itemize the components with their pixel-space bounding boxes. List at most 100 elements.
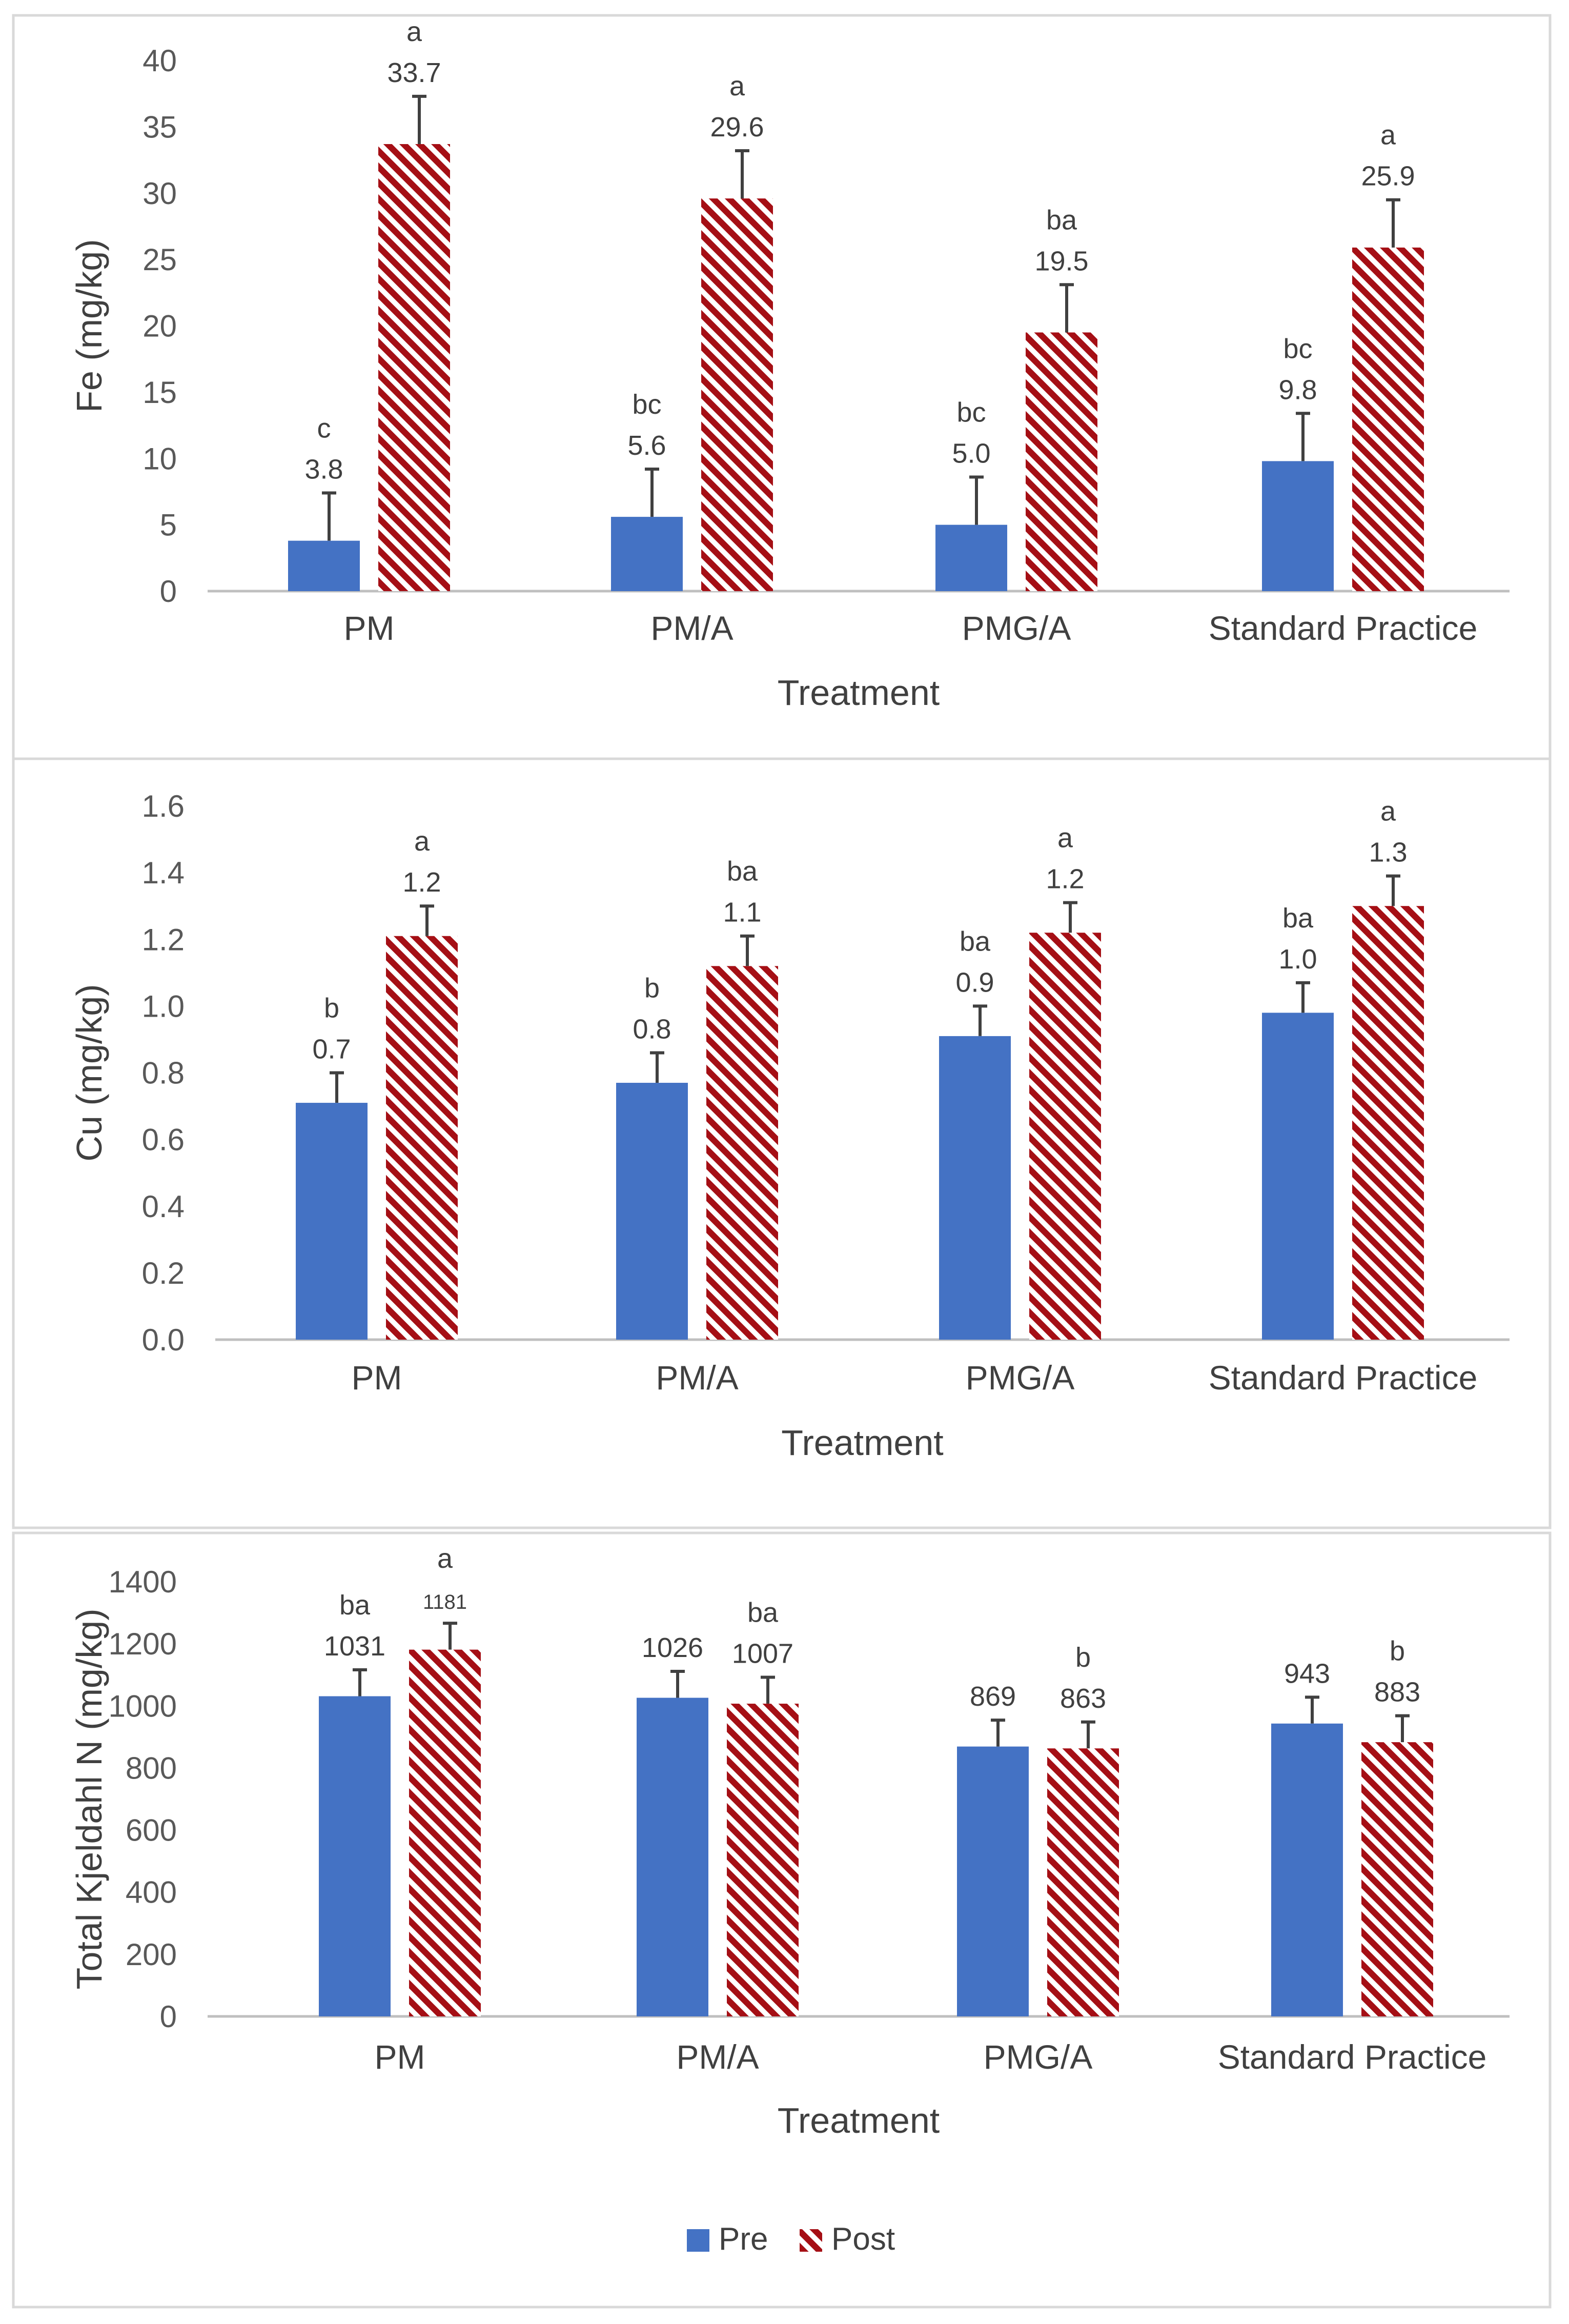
bar-post (378, 144, 450, 591)
data-label: 33.7 (387, 57, 441, 88)
bar-post (706, 966, 778, 1340)
data-label: 883 (1374, 1677, 1420, 1708)
bar-post (1361, 1742, 1433, 2016)
significance-letter: b (644, 973, 660, 1003)
data-label: 1.3 (1369, 837, 1407, 868)
data-label: 29.6 (710, 112, 764, 143)
data-label: 5.0 (952, 438, 990, 469)
x-category-label: PMG/A (966, 1359, 1075, 1397)
significance-letter: a (729, 71, 745, 102)
y-tick-label: 200 (126, 1937, 177, 1972)
data-label: 19.5 (1034, 246, 1088, 276)
data-label: 1.1 (723, 897, 761, 928)
y-tick-label: 20 (142, 309, 177, 343)
y-tick-label: 40 (142, 44, 177, 78)
significance-letter: a (414, 826, 430, 857)
bar-post (1047, 1748, 1119, 2016)
data-label: 0.7 (312, 1034, 351, 1065)
y-tick-label: 400 (126, 1875, 177, 1910)
x-category-label: Standard Practice (1209, 609, 1478, 647)
y-tick-label: 1.4 (142, 856, 185, 890)
bar-pre (319, 1696, 391, 2016)
significance-letter: bc (632, 389, 661, 420)
x-category-label: PM (352, 1359, 402, 1397)
bar-post (1026, 332, 1097, 591)
x-category-label: PMG/A (962, 609, 1071, 647)
y-axis-title: Total Kjeldahl N (mg/kg) (69, 1608, 109, 1989)
y-tick-label: 1.0 (142, 989, 185, 1023)
y-tick-label: 0.6 (142, 1123, 185, 1157)
legend-label-pre: Pre (719, 2221, 768, 2257)
significance-letter: a (1380, 120, 1396, 151)
y-tick-label: 1400 (109, 1565, 177, 1599)
y-tick-label: 35 (142, 110, 177, 144)
y-tick-label: 600 (126, 1813, 177, 1848)
y-tick-label: 25 (142, 242, 177, 277)
significance-letter: b (1075, 1642, 1091, 1673)
bar-pre (616, 1083, 688, 1340)
significance-letter: bc (956, 397, 986, 428)
bar-post (386, 936, 458, 1340)
significance-letter: ba (1046, 205, 1077, 235)
data-label: 1.2 (1046, 864, 1084, 895)
bar-pre (296, 1103, 368, 1340)
x-category-label: PM/A (676, 2038, 759, 2076)
y-tick-label: 10 (142, 441, 177, 476)
bar-pre (288, 540, 360, 591)
bar-pre (935, 524, 1007, 591)
significance-letter: c (317, 413, 331, 444)
bar-pre (957, 1746, 1029, 2016)
x-category-label: PM/A (650, 609, 733, 647)
data-label: 943 (1284, 1658, 1330, 1689)
x-category-label: Standard Practice (1209, 1359, 1478, 1397)
bar-post (701, 198, 773, 592)
data-label: 25.9 (1361, 161, 1415, 192)
chart-panel: 0 5 10 15 20 25 30 35 40 Fe (mg/kg) PM PM/A PMG/A Sta… (12, 14, 1552, 760)
data-label: 863 (1060, 1683, 1106, 1714)
y-tick-label: 5 (160, 508, 177, 542)
y-tick-label: 1.2 (142, 922, 185, 957)
data-label: 0.8 (633, 1014, 671, 1044)
x-category-label: PM (344, 609, 395, 647)
y-tick-label: 0.2 (142, 1256, 185, 1290)
y-tick-label: 0.8 (142, 1056, 185, 1090)
significance-letter: a (406, 16, 422, 47)
y-tick-label: 0.0 (142, 1323, 185, 1357)
legend: Pre Post (687, 2221, 895, 2257)
x-axis-title: Treatment (778, 673, 940, 713)
bar-post (1352, 906, 1424, 1340)
data-label: 1.0 (1278, 944, 1317, 975)
legend-swatch-pre (687, 2229, 709, 2252)
significance-letter: ba (747, 1598, 779, 1628)
significance-letter: ba (960, 926, 991, 957)
data-label: 1.2 (402, 867, 441, 898)
y-tick-label: 0 (160, 574, 177, 609)
data-label: 5.6 (627, 430, 666, 461)
bar-pre (1262, 1013, 1334, 1340)
data-label: 1007 (732, 1639, 793, 1669)
x-category-label: PMG/A (984, 2038, 1093, 2076)
bar-pre (637, 1697, 708, 2016)
significance-letter: a (437, 1543, 453, 1574)
y-tick-label: 1000 (109, 1689, 177, 1723)
legend-swatch-post (800, 2229, 822, 2252)
significance-letter: a (1057, 823, 1073, 854)
bar-post (727, 1704, 799, 2016)
x-category-label: PM/A (656, 1359, 738, 1397)
legend-label-post: Post (831, 2221, 895, 2257)
x-category-label: PM (375, 2038, 425, 2076)
bar-pre (939, 1036, 1011, 1340)
data-label: 0.9 (955, 967, 994, 998)
panel-frame (12, 14, 1552, 760)
bar-post (409, 1649, 481, 2016)
y-axis-title: Fe (mg/kg) (69, 239, 109, 412)
x-axis-title: Treatment (781, 1423, 943, 1463)
data-label: 9.8 (1278, 374, 1317, 405)
significance-letter: b (324, 993, 339, 1024)
significance-letter: ba (1282, 903, 1314, 934)
x-axis-title: Treatment (778, 2100, 940, 2140)
data-label: 1031 (324, 1631, 385, 1662)
chart-panel: 0.0 0.2 0.4 0.6 0.8 1.0 1.2 1.4 1.6 Cu (mg/kg) PM P… (12, 757, 1552, 1529)
